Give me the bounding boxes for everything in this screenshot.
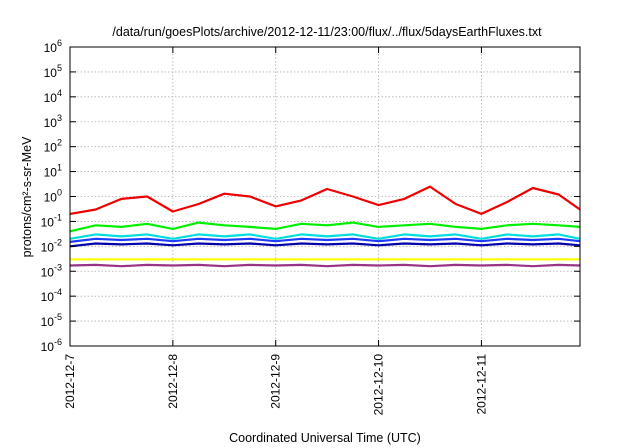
x-tick-label: 2012-12-11 xyxy=(474,354,488,415)
series-line-5 xyxy=(69,242,581,248)
y-tick-label: 10-1 xyxy=(41,212,62,229)
y-tick-label: 10-6 xyxy=(41,337,62,354)
x-tick-label: 2012-12-9 xyxy=(269,354,283,409)
y-tick-label: 105 xyxy=(44,63,62,80)
y-tick-labels: 10-6 10-5 10-4 10-3 10-2 10-1 100 101 102 103 104 1… xyxy=(41,38,62,354)
y-tick-label: 10-3 xyxy=(41,262,62,279)
y-tick-label: 104 xyxy=(44,88,62,105)
y-tick-label: 100 xyxy=(44,188,62,205)
y-tick-label: 102 xyxy=(44,138,62,155)
y-tick-label: 101 xyxy=(44,163,62,180)
y-tick-label: 103 xyxy=(44,113,62,130)
y-tick-label: 10-4 xyxy=(41,287,62,304)
x-tick-label: 2012-12-10 xyxy=(372,354,386,416)
series-line-4 xyxy=(69,237,581,243)
x-tick-labels: 2012-12-7 2012-12-8 2012-12-9 2012-12-10 201… xyxy=(63,354,488,416)
series-group xyxy=(69,185,581,268)
y-tick-label: 10-2 xyxy=(41,237,62,254)
series-line-3 xyxy=(69,233,581,240)
y-tick-label: 10-5 xyxy=(41,312,62,329)
ticks xyxy=(69,46,580,347)
series-line-7 xyxy=(69,263,581,268)
series-line-2 xyxy=(69,221,581,233)
x-tick-label: 2012-12-7 xyxy=(63,354,77,409)
y-tick-label: 106 xyxy=(44,38,62,55)
x-tick-label: 2012-12-8 xyxy=(166,354,180,409)
chart-title: /data/run/goesPlots/archive/2012-12-11/2… xyxy=(112,25,542,39)
x-axis-label: Coordinated Universal Time (UTC) xyxy=(229,431,421,445)
series-line-1 xyxy=(69,185,581,215)
y-axis-label: protons/cm²-s-sr-MeV xyxy=(20,136,34,258)
